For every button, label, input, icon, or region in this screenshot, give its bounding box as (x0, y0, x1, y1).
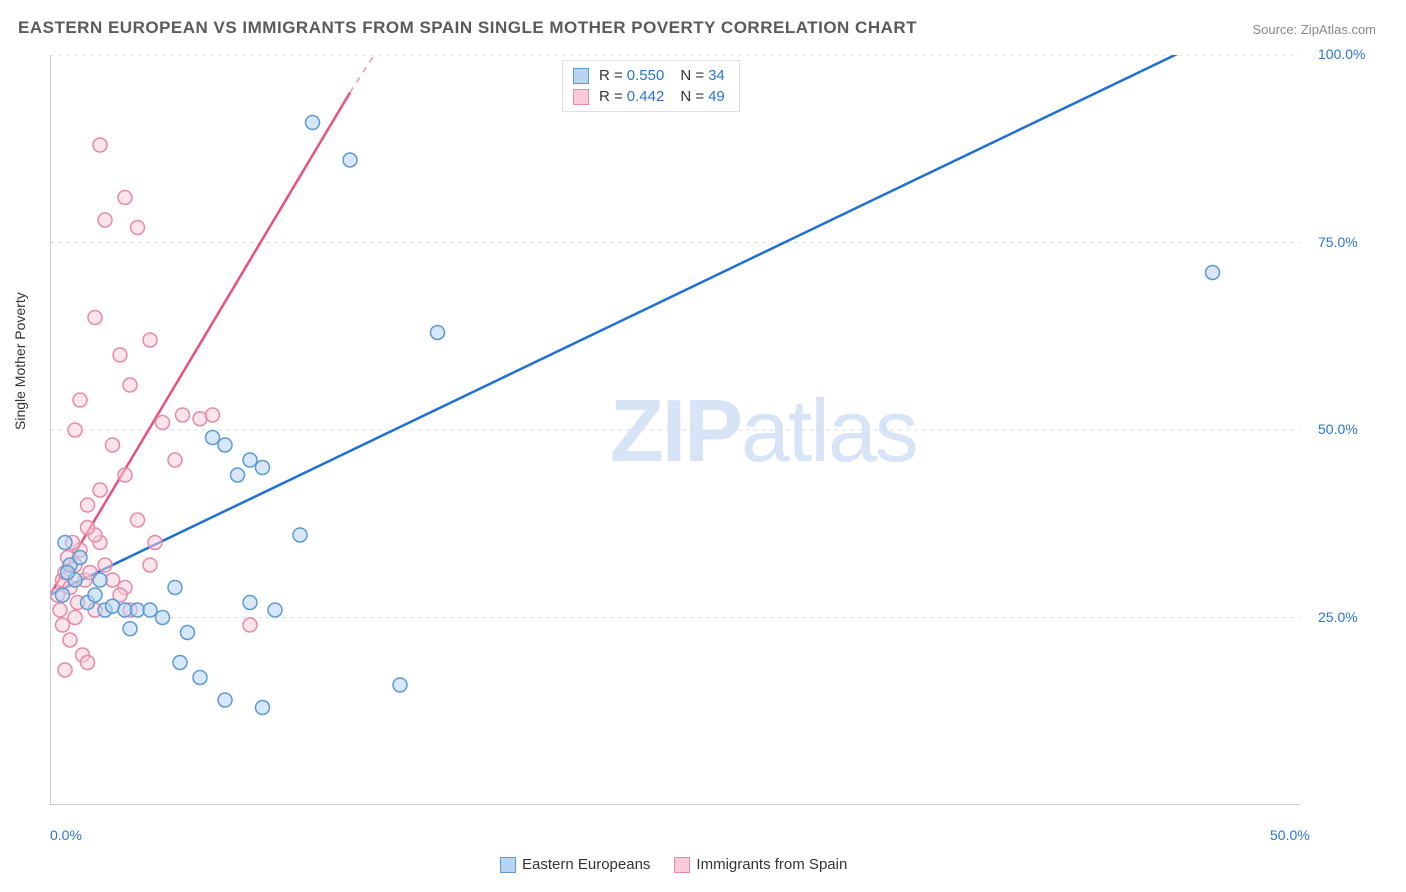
chart-title: EASTERN EUROPEAN VS IMMIGRANTS FROM SPAI… (18, 18, 917, 38)
swatch-blue (573, 68, 589, 84)
swatch-pink (573, 89, 589, 105)
y-tick-label: 50.0% (1318, 421, 1358, 437)
bottom-legend: Eastern Europeans Immigrants from Spain (500, 856, 871, 873)
stats-row-2: R = 0.442 N = 49 (573, 86, 729, 107)
y-tick-label: 100.0% (1318, 46, 1365, 62)
r-value-1: 0.550 (627, 67, 665, 84)
n-value-2: 49 (708, 88, 725, 105)
legend-label: Eastern Europeans (522, 856, 650, 873)
r-label: R = (599, 88, 623, 105)
legend-swatch (674, 857, 690, 873)
n-label: N = (680, 88, 704, 105)
stats-box: R = 0.550 N = 34 R = 0.442 N = 49 (562, 60, 740, 112)
n-label: N = (680, 67, 704, 84)
x-tick-label: 50.0% (1270, 827, 1310, 843)
x-tick-label: 0.0% (50, 827, 82, 843)
stats-row-1: R = 0.550 N = 34 (573, 65, 729, 86)
r-value-2: 0.442 (627, 88, 665, 105)
y-axis-label: Single Mother Poverty (12, 292, 28, 430)
y-tick-label: 75.0% (1318, 234, 1358, 250)
n-value-1: 34 (708, 67, 725, 84)
legend-swatch (500, 857, 516, 873)
r-label: R = (599, 67, 623, 84)
chart-svg (50, 55, 1300, 805)
source-text: Source: ZipAtlas.com (1252, 22, 1376, 37)
legend-label: Immigrants from Spain (696, 856, 847, 873)
y-tick-label: 25.0% (1318, 609, 1358, 625)
